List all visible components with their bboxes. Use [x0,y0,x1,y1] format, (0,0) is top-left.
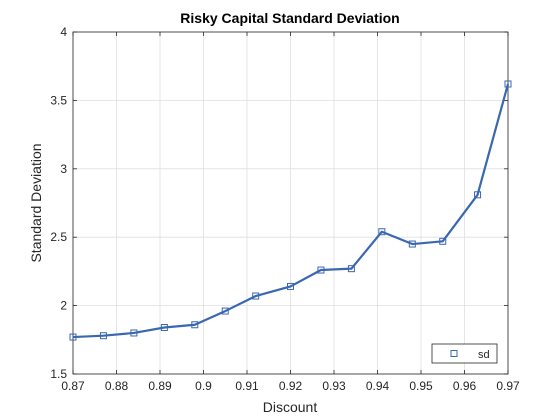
x-tick-label: 0.9 [195,379,212,393]
data-point-marker [69,333,77,341]
y-tick-label: 1.5 [50,367,67,381]
data-point-marker [347,265,355,273]
x-tick-label: 0.92 [279,379,303,393]
x-axis-ticks: 0.87 0.88 0.89 0.9 0.91 0.92 0.93 0.94 0.95 0.96 0… [61,32,520,393]
data-point-marker [408,240,416,248]
y-tick-label: 2.5 [50,230,67,244]
data-point-marker [317,266,325,274]
x-tick-label: 0.95 [409,379,433,393]
legend-label: sd [478,349,490,361]
y-tick-label: 2 [60,299,67,313]
y-tick-label: 3.5 [50,93,67,107]
data-series [69,80,512,341]
x-tick-label: 0.89 [148,379,172,393]
y-axis-label: Standard Deviation [28,143,44,262]
x-tick-label: 0.87 [61,379,85,393]
data-point-marker [287,282,294,290]
data-point-marker [221,307,229,315]
data-point-marker [130,329,138,337]
x-tick-label: 0.91 [235,379,259,393]
data-point-marker [474,191,482,199]
legend-marker [450,350,458,357]
x-tick-label: 0.88 [105,379,129,393]
x-tick-label: 0.94 [366,379,390,393]
legend-box [431,343,498,364]
data-point-marker [439,237,447,245]
data-point-marker [252,292,260,300]
y-tick-label: 3 [60,162,67,176]
chart-title: Risky Capital Standard Deviation [180,10,399,26]
x-tick-label: 0.96 [453,379,477,393]
data-point-marker [504,80,512,88]
x-tick-label: 0.93 [322,379,346,393]
x-tick-label: 0.97 [496,379,520,393]
x-axis-label: Discount [263,399,318,415]
y-axis-ticks: 1.5 2 2.5 3 3.5 4 [50,25,508,381]
data-point-marker [378,228,386,236]
series-line-sd [72,83,510,339]
legend: sd [431,343,498,364]
data-point-marker [191,321,199,329]
data-point-marker [99,332,107,340]
y-tick-label: 4 [60,25,67,39]
data-point-marker [160,323,168,331]
